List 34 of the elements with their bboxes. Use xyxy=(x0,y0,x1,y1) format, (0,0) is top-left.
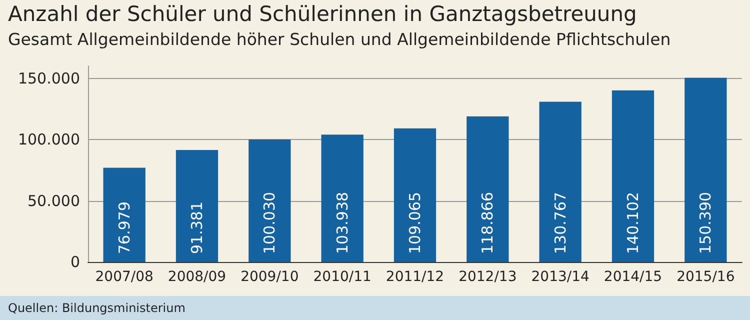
source-note: Quellen: Bildungsministerium xyxy=(8,301,186,315)
x-tick-label: 2008/09 xyxy=(168,269,226,285)
data-label: 76.979 xyxy=(115,202,134,254)
x-tick-label: 2015/16 xyxy=(676,269,735,285)
bar xyxy=(466,116,509,262)
y-tick-label: 50.000 xyxy=(28,192,80,210)
x-tick-label: 2012/13 xyxy=(458,269,517,285)
data-label: 109.065 xyxy=(406,192,424,254)
data-label: 100.030 xyxy=(260,192,279,254)
bar xyxy=(684,78,727,262)
data-label: 91.381 xyxy=(188,202,206,254)
bar xyxy=(539,102,582,262)
data-label: 150.390 xyxy=(696,192,715,254)
chart-title: Anzahl der Schüler und Schülerinnen in Ganztagsbetreuung xyxy=(8,2,637,26)
x-tick-label: 2009/10 xyxy=(240,269,299,285)
bar xyxy=(248,139,291,262)
bar xyxy=(612,90,654,262)
y-tick-label: 100.000 xyxy=(18,130,80,148)
y-tick-label: 150.000 xyxy=(18,69,80,88)
x-tick-label: 2013/14 xyxy=(531,269,590,285)
bar xyxy=(103,168,146,262)
y-tick-label: 0 xyxy=(70,253,80,271)
bar xyxy=(321,134,364,262)
data-label: 103.938 xyxy=(333,192,352,254)
bar xyxy=(176,150,218,262)
data-label: 130.767 xyxy=(551,192,570,254)
data-label: 118.866 xyxy=(478,192,497,254)
x-tick-label: 2011/12 xyxy=(386,269,444,285)
x-tick-label: 2010/11 xyxy=(313,269,372,285)
bar xyxy=(394,128,436,262)
chart-subtitle: Gesamt Allgemeinbildende höher Schulen und Allgemeinbildende Pflichtschulen xyxy=(8,30,671,49)
data-label: 140.102 xyxy=(624,192,642,254)
x-tick-label: 2014/15 xyxy=(604,269,662,285)
x-tick-label: 2007/08 xyxy=(95,269,154,285)
